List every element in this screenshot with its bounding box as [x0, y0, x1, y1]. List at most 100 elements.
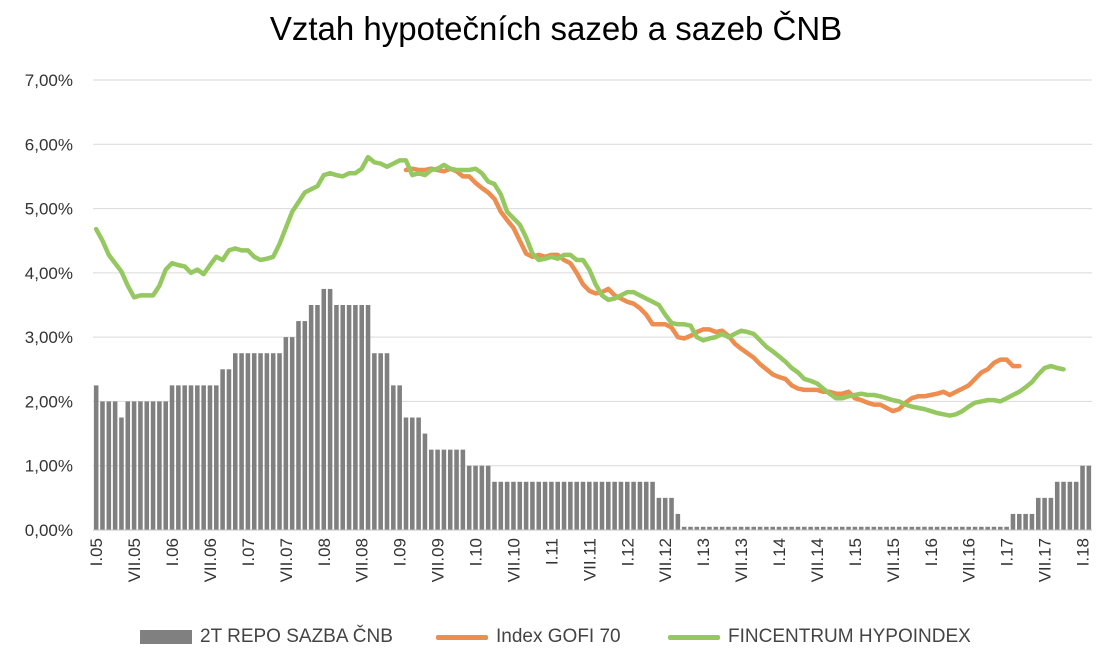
bar-repo — [296, 321, 301, 530]
bar-repo — [245, 353, 251, 530]
x-tick-label: VII.08 — [353, 538, 372, 582]
bar-repo — [283, 337, 289, 530]
bar-repo — [789, 526, 794, 530]
y-tick-label: 6,00% — [25, 135, 73, 154]
bar-repo — [561, 481, 567, 530]
bar-repo — [890, 526, 896, 530]
bar-repo — [277, 353, 282, 530]
bar-repo — [397, 385, 402, 530]
bar-repo — [359, 305, 364, 530]
bar-repo — [827, 526, 832, 530]
bar-repo — [157, 401, 162, 530]
bar-repo — [998, 526, 1003, 530]
bar-repo — [700, 526, 706, 530]
bar-repo — [618, 481, 624, 530]
bar-repo — [1073, 481, 1079, 530]
bar-repo — [808, 526, 813, 530]
bar-repo — [643, 481, 649, 530]
bar-repo — [353, 305, 358, 530]
bar-repo — [852, 526, 858, 530]
bar-repo — [688, 526, 693, 530]
x-tick-label: VII.12 — [656, 538, 675, 582]
y-tick-label: 3,00% — [25, 328, 73, 347]
bar-repo — [549, 481, 554, 530]
bar-repo — [239, 353, 244, 530]
bar-repo — [441, 449, 447, 530]
bar-repo — [903, 526, 908, 530]
x-tick-label: VII.09 — [429, 538, 448, 582]
bar-repo — [511, 481, 516, 530]
bar-repo — [738, 526, 744, 530]
x-tick-label: VII.17 — [1036, 538, 1055, 582]
bar-repo — [909, 526, 915, 530]
bar-repo — [896, 526, 902, 530]
bar-repo — [1004, 526, 1009, 530]
x-tick-label: VII.07 — [277, 538, 296, 582]
bar-repo — [802, 526, 807, 530]
x-tick-label: I.17 — [998, 538, 1017, 566]
bar-repo — [302, 321, 308, 530]
bar-repo — [972, 526, 978, 530]
bar-repo — [416, 417, 421, 530]
bar-repo — [435, 449, 440, 530]
bar-repo — [1035, 497, 1041, 530]
bar-repo — [555, 481, 561, 530]
x-tick-label: VII.10 — [504, 538, 523, 582]
legend-item-gofi: Index GOFI 70 — [436, 626, 621, 648]
bar-repo — [447, 449, 453, 530]
bar-repo — [947, 526, 953, 530]
bar-repo — [675, 513, 681, 530]
x-tick-label: I.13 — [694, 538, 713, 566]
bar-repo — [719, 526, 725, 530]
bar-repo — [214, 385, 219, 530]
bar-repo — [384, 353, 390, 530]
bar-repo — [1061, 481, 1066, 530]
bar-repo — [745, 526, 750, 530]
legend-label-gofi: Index GOFI 70 — [496, 626, 621, 647]
bar-repo — [833, 526, 839, 530]
bar-repo — [991, 526, 997, 530]
bar-repo — [846, 526, 851, 530]
x-axis-ticks: I.05 VII.05 I.06 VII.06 I.07 VII.07 I.08 VII.08… — [87, 538, 1112, 582]
bar-repo — [966, 526, 971, 530]
bar-repo — [726, 526, 731, 530]
bar-repo — [915, 526, 921, 530]
bar-repo — [606, 481, 611, 530]
legend-swatch-repo — [140, 630, 192, 644]
bar-repo — [707, 526, 712, 530]
x-tick-label: VII.13 — [732, 538, 751, 582]
bar-repo — [624, 481, 630, 530]
line-hypoindex — [93, 154, 1066, 418]
x-tick-label: I.09 — [391, 538, 410, 566]
y-tick-label: 0,00% — [25, 521, 73, 540]
bar-repo — [669, 497, 674, 530]
legend: 2T REPO SAZBA ČNB Index GOFI 70 FINCENTR… — [0, 626, 1112, 652]
legend-label-repo: 2T REPO SAZBA ČNB — [200, 626, 393, 647]
bar-repo — [365, 305, 371, 530]
bar-repo — [207, 385, 213, 530]
bar-repo — [1017, 513, 1022, 530]
line-gofi — [403, 166, 1022, 414]
bar-repo — [612, 481, 617, 530]
repo-bars — [93, 288, 1092, 530]
bar-repo — [138, 401, 143, 530]
y-tick-label: 4,00% — [25, 264, 73, 283]
bar-repo — [783, 526, 788, 530]
bar-repo — [656, 497, 662, 530]
bar-repo — [410, 417, 415, 530]
bar-repo — [928, 526, 934, 530]
bar-repo — [694, 526, 700, 530]
bar-repo — [492, 481, 497, 530]
bar-repo — [599, 481, 605, 530]
chart-title: Vztah hypotečních sazeb a sazeb ČNB — [269, 10, 843, 47]
x-tick-label: I.15 — [846, 538, 865, 566]
bar-repo — [308, 305, 314, 530]
bar-repo — [637, 481, 643, 530]
bar-repo — [289, 337, 295, 530]
bar-repo — [201, 385, 206, 530]
bar-repo — [1048, 497, 1054, 530]
bar-repo — [587, 481, 592, 530]
legend-item-hypoindex: FINCENTRUM HYPOINDEX — [668, 626, 971, 648]
bar-repo — [498, 481, 504, 530]
x-tick-label: VII.15 — [884, 538, 903, 582]
